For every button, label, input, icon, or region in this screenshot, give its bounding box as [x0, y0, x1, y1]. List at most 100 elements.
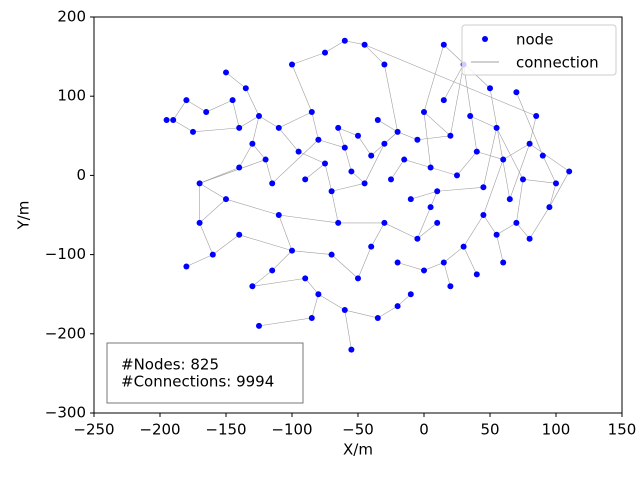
node	[500, 156, 507, 163]
annotation-text: #Connections: 9994	[121, 373, 274, 391]
node	[447, 132, 454, 139]
node	[196, 180, 203, 187]
connection	[476, 151, 504, 160]
node	[467, 113, 474, 119]
connection	[305, 163, 326, 180]
connection	[397, 131, 418, 141]
connection	[496, 127, 524, 180]
node	[421, 267, 427, 274]
node	[355, 132, 361, 139]
connection	[337, 127, 346, 148]
connection	[338, 127, 359, 137]
node	[322, 49, 328, 56]
annotation-frame	[106, 342, 304, 404]
node	[480, 184, 487, 191]
connection	[252, 270, 273, 287]
node	[209, 251, 216, 258]
connection	[483, 127, 497, 188]
node	[506, 196, 513, 203]
node	[421, 109, 427, 116]
connection	[529, 206, 550, 239]
node	[275, 212, 282, 218]
connection	[212, 234, 240, 255]
connection	[364, 143, 385, 184]
connection	[258, 115, 279, 129]
connection	[443, 246, 464, 263]
connection	[252, 278, 306, 287]
node	[553, 180, 559, 187]
connection	[258, 317, 312, 327]
connection	[225, 72, 246, 89]
node	[394, 303, 401, 310]
node	[262, 156, 269, 163]
connection	[450, 64, 464, 136]
node	[196, 219, 203, 226]
connection	[278, 214, 339, 224]
connection	[298, 151, 326, 164]
connection	[516, 92, 544, 156]
node	[414, 235, 421, 242]
connection	[384, 222, 418, 240]
node	[328, 251, 335, 258]
y-tick-label: 0	[76, 166, 86, 184]
x-tick-label: −100	[271, 421, 312, 439]
node	[533, 113, 540, 119]
connection	[304, 278, 319, 295]
x-tick-label: 50	[480, 421, 499, 439]
connection	[238, 143, 253, 168]
y-tick-label: 100	[57, 87, 86, 105]
connection	[318, 293, 345, 311]
node	[190, 128, 196, 135]
connection	[503, 143, 530, 160]
node	[434, 188, 441, 195]
node	[223, 196, 229, 203]
legend-label: node	[516, 31, 553, 49]
legend-frame	[461, 24, 617, 76]
legend: node connection	[461, 24, 617, 76]
connection	[199, 167, 240, 184]
node	[203, 109, 210, 116]
connection	[239, 115, 260, 129]
node	[374, 116, 381, 123]
x-tick-label: −50	[342, 421, 374, 439]
node	[526, 235, 533, 242]
connection	[542, 155, 557, 184]
connection	[331, 254, 359, 279]
connection	[344, 40, 365, 46]
x-tick-label: −150	[205, 421, 246, 439]
connection	[410, 190, 438, 200]
legend-label: connection	[516, 54, 599, 72]
connection	[496, 234, 504, 263]
connection	[423, 262, 444, 271]
node	[295, 148, 302, 155]
node	[361, 180, 368, 187]
node	[566, 168, 573, 175]
node	[487, 85, 493, 92]
node	[493, 124, 500, 131]
connection	[278, 214, 293, 251]
connection	[529, 115, 537, 144]
connection	[516, 179, 524, 223]
connection	[331, 191, 339, 223]
connection	[483, 214, 497, 235]
y-axis-label: Y/m	[15, 201, 33, 231]
node	[183, 263, 190, 270]
connection	[529, 143, 570, 172]
connection	[463, 64, 478, 152]
node	[440, 97, 447, 104]
node	[289, 61, 295, 68]
connection	[463, 214, 484, 247]
connection	[344, 309, 352, 350]
connection	[199, 159, 266, 184]
node	[341, 37, 348, 44]
node	[427, 204, 434, 211]
y-tick-label: −100	[45, 245, 86, 263]
connection	[384, 64, 398, 132]
y-tick-label: −200	[45, 324, 86, 342]
connection	[318, 139, 345, 148]
connection	[357, 135, 372, 156]
connection	[456, 151, 478, 176]
connection	[417, 222, 438, 239]
node	[493, 231, 500, 238]
